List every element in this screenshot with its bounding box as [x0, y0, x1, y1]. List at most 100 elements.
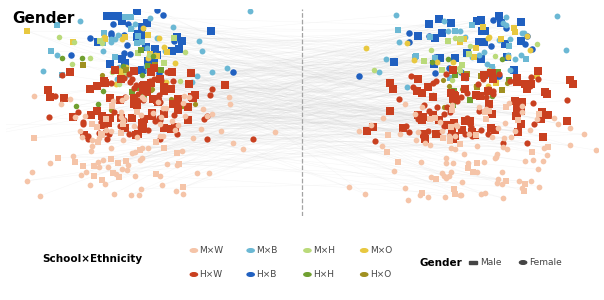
Point [527, 149, 536, 154]
Point [411, 54, 421, 59]
Point [138, 98, 148, 103]
Point [465, 121, 475, 126]
Point [85, 35, 95, 40]
Point [123, 163, 132, 168]
Point [476, 73, 486, 78]
Point [69, 40, 79, 44]
Point [120, 94, 129, 99]
Point [423, 129, 432, 134]
Point [122, 168, 132, 172]
Point [471, 93, 480, 98]
Point [498, 57, 507, 62]
Point [471, 133, 480, 137]
Point [485, 69, 495, 74]
Point [480, 28, 490, 33]
Point [120, 76, 129, 80]
Point [533, 167, 543, 172]
Point [118, 98, 127, 103]
Point [66, 97, 76, 102]
Point [120, 60, 129, 65]
Text: H×H: H×H [313, 270, 334, 279]
Point [89, 174, 99, 178]
Point [449, 186, 458, 191]
Point [153, 100, 163, 104]
Point [391, 13, 401, 18]
Point [127, 150, 137, 155]
Point [504, 78, 514, 83]
Point [494, 38, 504, 43]
Point [133, 34, 143, 39]
Point [472, 19, 482, 24]
Point [480, 160, 489, 165]
Point [483, 36, 493, 41]
Point [471, 83, 481, 88]
Point [467, 130, 477, 134]
Point [461, 76, 471, 80]
Point [87, 122, 97, 126]
Point [519, 189, 529, 194]
Point [400, 102, 410, 107]
Text: Male: Male [480, 258, 502, 267]
Point [149, 76, 159, 81]
Point [68, 114, 77, 119]
Point [452, 99, 462, 103]
Point [132, 41, 141, 46]
Point [22, 29, 32, 34]
Point [448, 160, 458, 165]
Point [510, 129, 520, 134]
Point [271, 129, 280, 134]
Point [52, 52, 62, 57]
Point [474, 52, 483, 57]
Point [435, 55, 445, 60]
Point [431, 71, 440, 76]
Point [150, 46, 159, 51]
Point [116, 77, 126, 82]
Point [492, 181, 502, 185]
Point [114, 174, 124, 179]
Point [152, 53, 161, 58]
Point [172, 163, 182, 168]
Point [512, 112, 522, 117]
Point [225, 94, 234, 99]
Point [449, 88, 459, 93]
Point [525, 84, 535, 89]
Point [486, 70, 495, 75]
Point [172, 151, 182, 156]
Point [484, 102, 494, 106]
Point [474, 105, 483, 110]
Point [374, 70, 384, 75]
Point [480, 50, 489, 55]
Point [93, 39, 103, 44]
Point [522, 141, 532, 146]
Point [138, 123, 148, 128]
Point [413, 129, 423, 134]
Point [143, 56, 153, 61]
Point [450, 146, 460, 151]
Point [121, 73, 131, 77]
Point [216, 129, 226, 134]
Point [487, 71, 496, 76]
Point [207, 87, 217, 92]
Point [447, 129, 457, 134]
Point [368, 125, 378, 130]
Point [385, 81, 394, 85]
Point [460, 118, 470, 123]
Point [413, 116, 423, 121]
Point [110, 68, 120, 73]
Point [510, 99, 520, 104]
Point [141, 45, 151, 50]
Point [143, 68, 153, 73]
Point [130, 21, 140, 26]
Point [134, 193, 144, 198]
Point [528, 100, 538, 105]
Point [389, 168, 399, 173]
Point [120, 62, 129, 67]
Point [446, 90, 456, 95]
Point [390, 59, 399, 64]
Point [425, 35, 435, 40]
Point [78, 63, 88, 68]
Point [106, 39, 115, 44]
Point [426, 175, 435, 180]
Point [450, 36, 460, 40]
Point [413, 34, 423, 39]
